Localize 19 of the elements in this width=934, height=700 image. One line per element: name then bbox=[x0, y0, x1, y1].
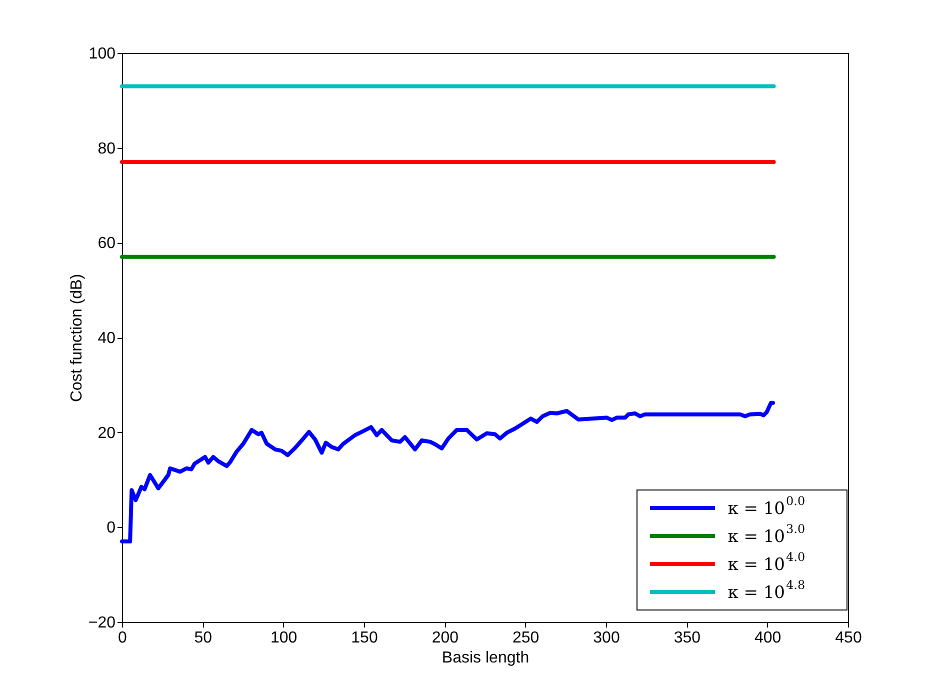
y-tick-label: 80 bbox=[98, 140, 116, 158]
x-tick-label: 100 bbox=[270, 630, 298, 646]
x-tick-label: 0 bbox=[118, 630, 128, 646]
y-tick-label: 100 bbox=[88, 46, 116, 62]
x-tick-label: 300 bbox=[593, 630, 620, 646]
x-tick-label: 200 bbox=[432, 630, 459, 646]
y-tick-label: 20 bbox=[98, 424, 116, 442]
x-tick-label: 350 bbox=[674, 630, 701, 646]
x-tick-label: 250 bbox=[512, 630, 540, 646]
y-tick-label: 60 bbox=[98, 235, 116, 252]
x-tick-label: 450 bbox=[835, 630, 862, 646]
y-tick-label: 40 bbox=[98, 330, 116, 347]
y-tick-label: 0 bbox=[106, 520, 116, 537]
x-tick-label: 50 bbox=[194, 630, 212, 646]
x-tick-label: 400 bbox=[754, 630, 782, 646]
x-axis-title: Basis length bbox=[442, 650, 530, 666]
y-axis-title: Cost function (dB) bbox=[68, 274, 86, 402]
y-tick-label: −20 bbox=[88, 614, 116, 632]
x-tick-label: 150 bbox=[351, 630, 378, 646]
